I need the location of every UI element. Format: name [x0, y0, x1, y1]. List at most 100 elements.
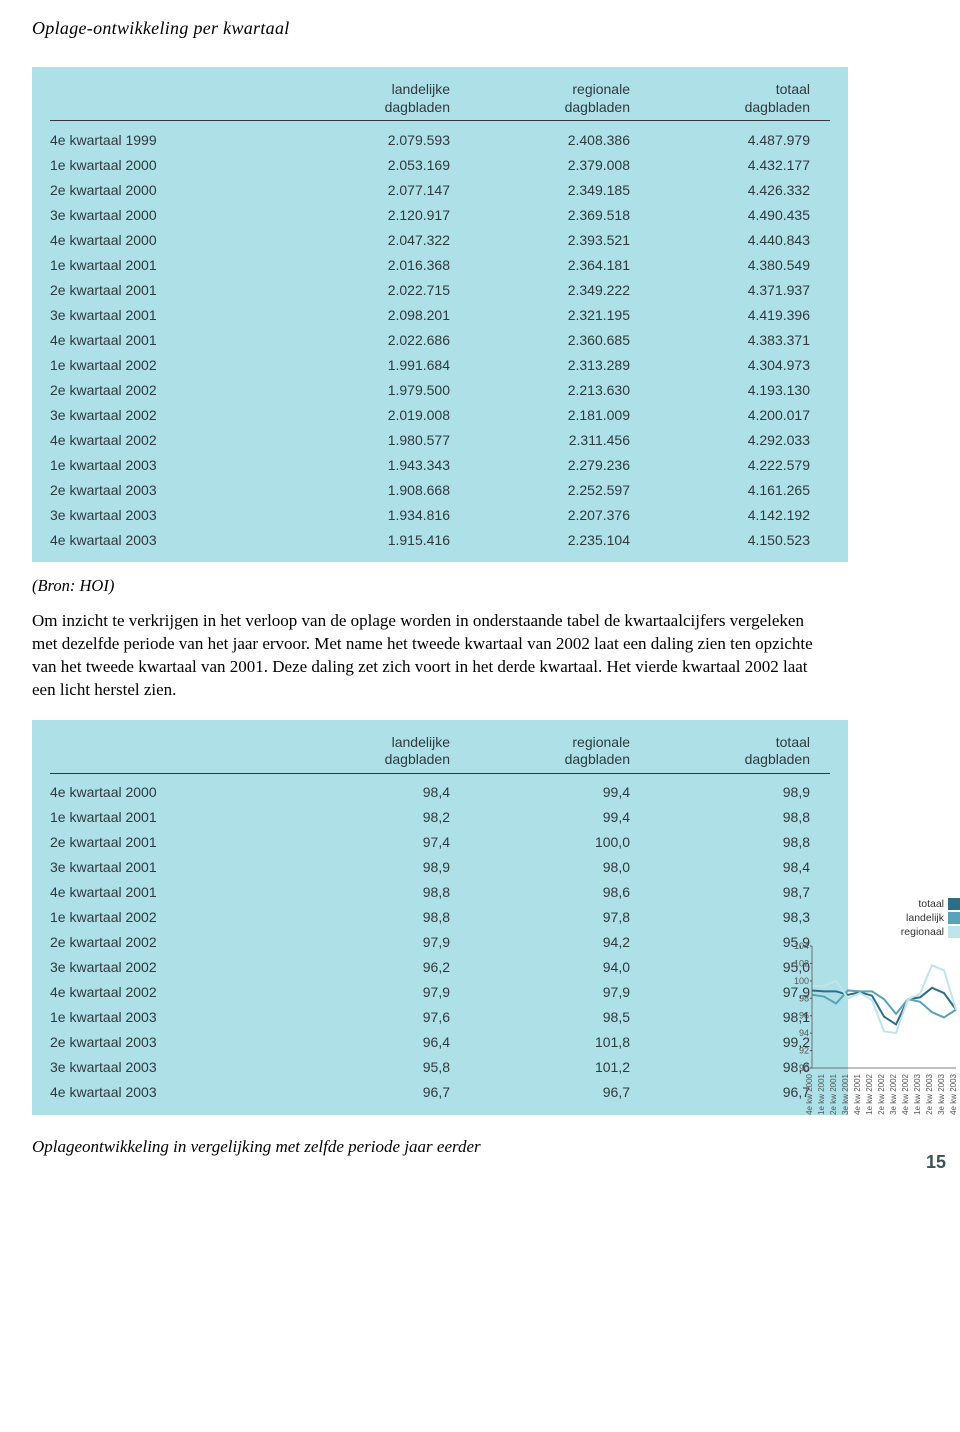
table-oplage-absolute: landelijkedagbladen regionaledagbladen t… [32, 67, 848, 562]
cell-value: 2.349.222 [450, 282, 630, 298]
row-label: 2e kwartaal 2001 [50, 282, 270, 298]
chart-legend: totaallandelijkregionaal [790, 898, 960, 938]
cell-value: 2.053.169 [270, 157, 450, 173]
svg-text:2e kw 2002: 2e kw 2002 [877, 1073, 886, 1114]
cell-value: 95,8 [270, 1059, 450, 1075]
cell-value: 4.292.033 [630, 432, 810, 448]
cell-value: 101,2 [450, 1059, 630, 1075]
cell-value: 97,9 [450, 984, 630, 1000]
cell-value: 1.908.668 [270, 482, 450, 498]
table-row: 4e kwartaal 20012.022.6862.360.6854.383.… [50, 327, 830, 352]
table-row: 4e kwartaal 20021.980.5772.311.4564.292.… [50, 427, 830, 452]
col-header: dagbladen [450, 751, 630, 769]
cell-value: 4.380.549 [630, 257, 810, 273]
row-label: 1e kwartaal 2002 [50, 909, 270, 925]
row-label: 2e kwartaal 2002 [50, 934, 270, 950]
row-label: 3e kwartaal 2002 [50, 407, 270, 423]
cell-value: 1.934.816 [270, 507, 450, 523]
cell-value: 101,8 [450, 1034, 630, 1050]
row-label: 3e kwartaal 2001 [50, 307, 270, 323]
table-row: 4e kwartaal 200297,997,997,9 [50, 980, 830, 1005]
svg-text:3e kw 2001: 3e kw 2001 [841, 1073, 850, 1114]
row-label: 4e kwartaal 2001 [50, 884, 270, 900]
cell-value: 99,4 [450, 784, 630, 800]
cell-value: 4.432.177 [630, 157, 810, 173]
table-row: 4e kwartaal 20002.047.3222.393.5214.440.… [50, 227, 830, 252]
cell-value: 2.364.181 [450, 257, 630, 273]
cell-value: 96,7 [630, 1084, 810, 1100]
cell-value: 2.079.593 [270, 132, 450, 148]
cell-value: 2.321.195 [450, 307, 630, 323]
cell-value: 96,7 [270, 1084, 450, 1100]
cell-value: 96,4 [270, 1034, 450, 1050]
row-label: 2e kwartaal 2002 [50, 382, 270, 398]
cell-value: 98,9 [270, 859, 450, 875]
row-label: 3e kwartaal 2001 [50, 859, 270, 875]
col-header: dagbladen [270, 99, 450, 117]
cell-value: 2.120.917 [270, 207, 450, 223]
svg-text:3e kw 2002: 3e kw 2002 [889, 1073, 898, 1114]
row-label: 2e kwartaal 2001 [50, 834, 270, 850]
legend-swatch [948, 912, 960, 924]
svg-text:102: 102 [794, 958, 809, 968]
cell-value: 99,2 [630, 1034, 810, 1050]
row-label: 4e kwartaal 2002 [50, 432, 270, 448]
cell-value: 98,4 [270, 784, 450, 800]
svg-text:4e kw 2001: 4e kw 2001 [853, 1073, 862, 1114]
row-label: 4e kwartaal 2003 [50, 532, 270, 548]
row-label: 4e kwartaal 2000 [50, 784, 270, 800]
cell-value: 2.311.456 [450, 432, 630, 448]
chart-svg: 90929496981001021044e kw 20001e kw 20012… [790, 940, 960, 1140]
source-attribution: (Bron: HOI) [32, 576, 928, 596]
row-label: 2e kwartaal 2003 [50, 482, 270, 498]
cell-value: 98,8 [270, 909, 450, 925]
cell-value: 2.379.008 [450, 157, 630, 173]
table-row: 2e kwartaal 200297,994,295,9 [50, 930, 830, 955]
cell-value: 96,2 [270, 959, 450, 975]
cell-value: 99,4 [450, 809, 630, 825]
chart-series-totaal [812, 988, 956, 1025]
col-header: dagbladen [450, 99, 630, 117]
table-row: 4e kwartaal 19992.079.5932.408.3864.487.… [50, 127, 830, 152]
table-row: 2e kwartaal 20031.908.6682.252.5974.161.… [50, 477, 830, 502]
cell-value: 98,1 [630, 1009, 810, 1025]
cell-value: 1.915.416 [270, 532, 450, 548]
cell-value: 94,2 [450, 934, 630, 950]
table-row: 3e kwartaal 20031.934.8162.207.3764.142.… [50, 502, 830, 527]
table-row: 2e kwartaal 200396,4101,899,2 [50, 1030, 830, 1055]
legend-item: totaal [790, 898, 960, 910]
cell-value: 95,0 [630, 959, 810, 975]
table-row: 3e kwartaal 20002.120.9172.369.5184.490.… [50, 202, 830, 227]
svg-text:4e kw 2000: 4e kw 2000 [805, 1073, 814, 1114]
row-label: 4e kwartaal 2000 [50, 232, 270, 248]
svg-text:2e kw 2001: 2e kw 2001 [829, 1073, 838, 1114]
table-row: 4e kwartaal 200198,898,698,7 [50, 880, 830, 905]
cell-value: 2.207.376 [450, 507, 630, 523]
cell-value: 2.016.368 [270, 257, 450, 273]
svg-text:92: 92 [799, 1045, 809, 1055]
line-chart-oplage: totaallandelijkregionaal 909294969810010… [790, 898, 960, 1143]
chart-caption: Oplageontwikkeling in vergelijking met z… [32, 1137, 832, 1157]
row-label: 1e kwartaal 2000 [50, 157, 270, 173]
svg-text:2e kw 2003: 2e kw 2003 [925, 1073, 934, 1114]
cell-value: 2.408.386 [450, 132, 630, 148]
cell-value: 97,9 [630, 984, 810, 1000]
cell-value: 1.991.684 [270, 357, 450, 373]
cell-value: 1.979.500 [270, 382, 450, 398]
cell-value: 100,0 [450, 834, 630, 850]
legend-label: totaal [918, 898, 944, 910]
svg-text:90: 90 [799, 1063, 809, 1073]
table-row: 2e kwartaal 20021.979.5002.213.6304.193.… [50, 377, 830, 402]
row-label: 4e kwartaal 2003 [50, 1084, 270, 1100]
cell-value: 4.419.396 [630, 307, 810, 323]
svg-text:98: 98 [799, 993, 809, 1003]
table-row: 3e kwartaal 20022.019.0082.181.0094.200.… [50, 402, 830, 427]
table-row: 1e kwartaal 200397,698,598,1 [50, 1005, 830, 1030]
row-label: 2e kwartaal 2003 [50, 1034, 270, 1050]
legend-swatch [948, 898, 960, 910]
table-row: 1e kwartaal 200198,299,498,8 [50, 805, 830, 830]
col-header: dagbladen [270, 751, 450, 769]
col-header: dagbladen [630, 751, 810, 769]
table-row: 4e kwartaal 20031.915.4162.235.1044.150.… [50, 527, 830, 552]
table-row: 3e kwartaal 200395,8101,298,6 [50, 1055, 830, 1080]
